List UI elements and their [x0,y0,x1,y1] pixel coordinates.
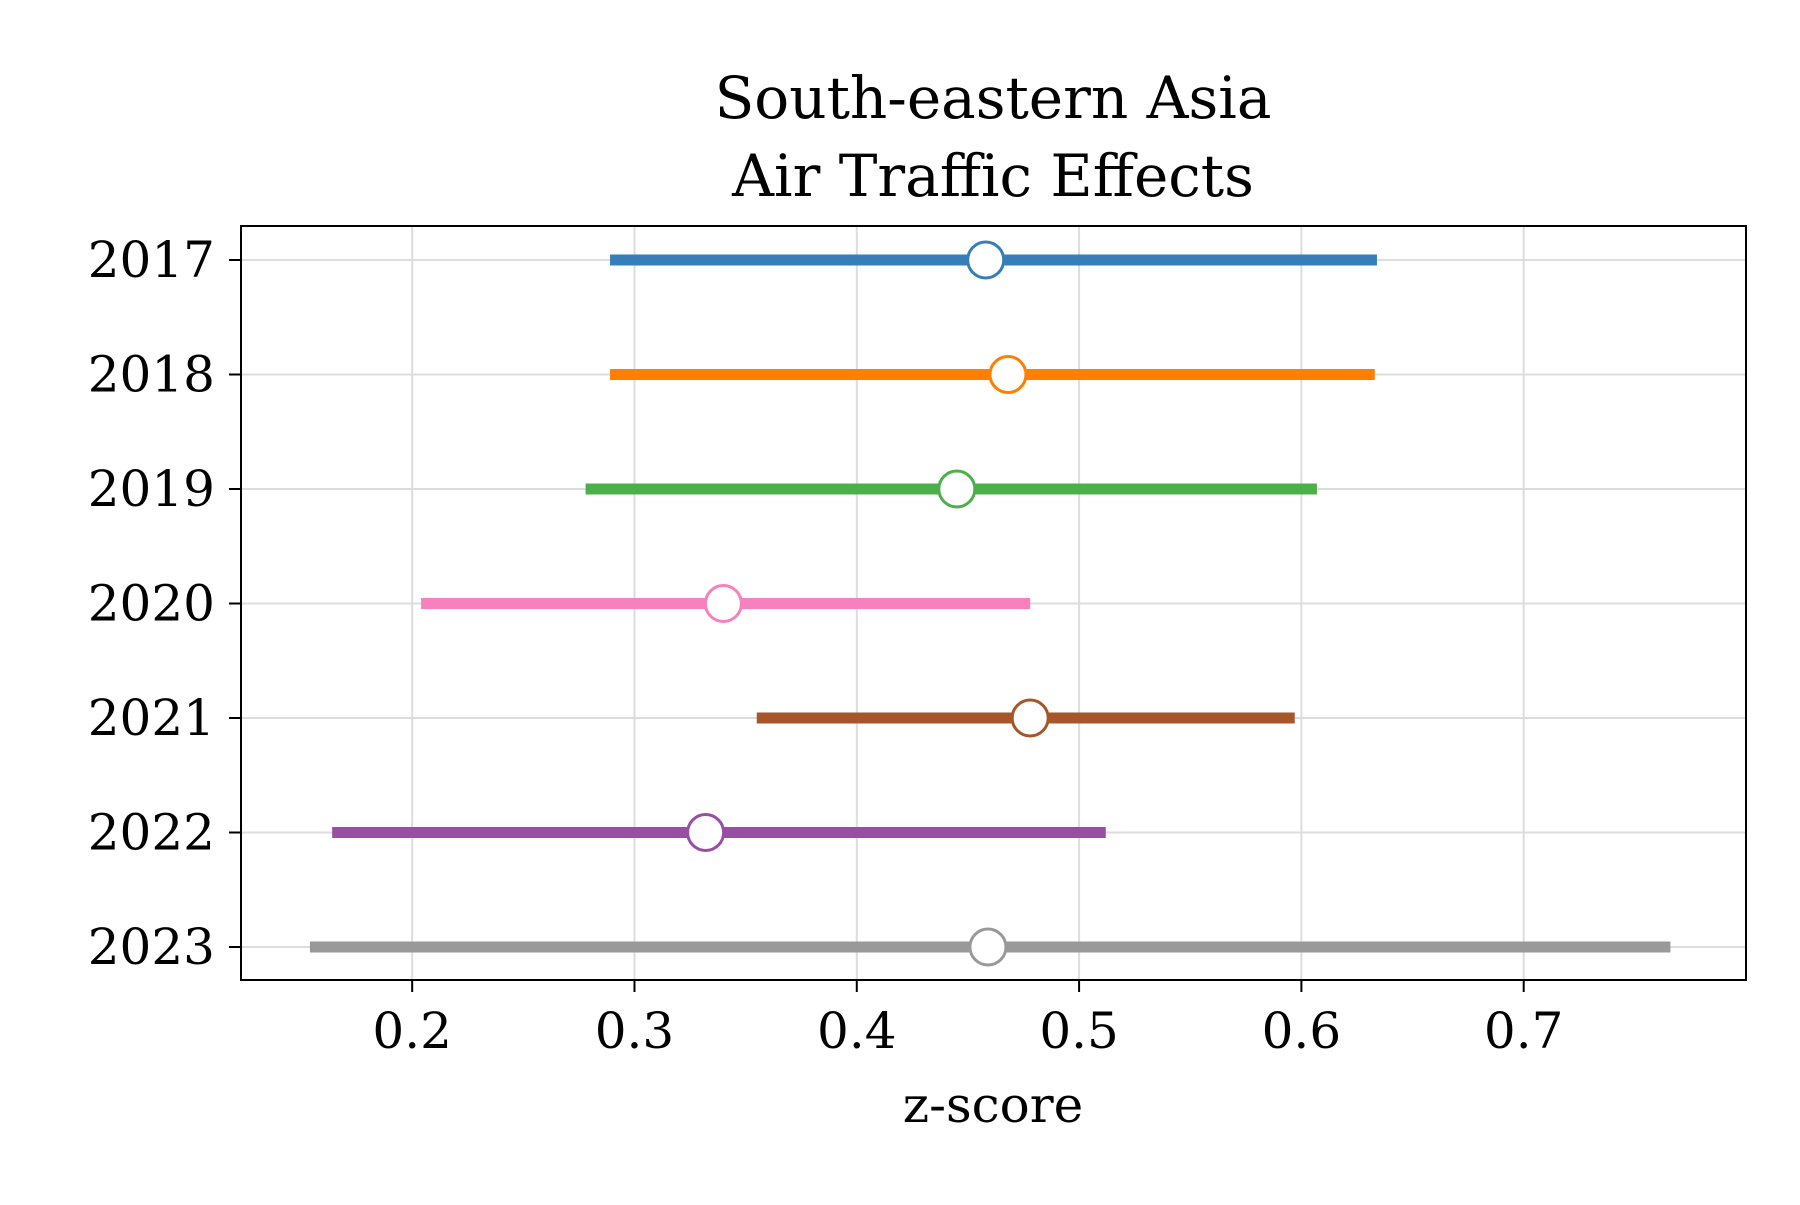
x-tick-label-0: 0.2 [372,1002,452,1060]
estimate-marker-2017 [966,240,1006,280]
x-tick-label-2: 0.4 [817,1002,897,1060]
y-tick-label-2017: 2017 [88,231,215,289]
y-tick-label-2019: 2019 [88,460,215,518]
chart-title-line-2: Air Traffic Effects [731,142,1254,210]
estimate-marker-2022 [686,813,726,852]
y-tick-label-2021: 2021 [88,689,215,747]
x-tick-label-5: 0.7 [1484,1002,1564,1060]
estimate-marker-2018 [988,355,1028,394]
chart-title-line-1: South-eastern Asia [715,64,1272,132]
estimate-marker-2019 [937,469,977,509]
estimate-marker-2023 [968,927,1008,967]
x-tick-label-3: 0.5 [1039,1002,1119,1060]
axis-layer: 0.2 0.3 0.4 0.5 0.6 0.7 2017 2018 2019 2020 2021 20… [88,231,1564,1060]
x-tick-label-4: 0.6 [1262,1002,1342,1060]
x-axis-label: z-score [903,1076,1084,1134]
y-tick-label-2023: 2023 [88,918,215,976]
marks-layer [309,240,1671,967]
estimate-marker-2020 [703,584,743,623]
y-tick-label-2022: 2022 [88,804,215,862]
estimate-marker-2021 [1010,698,1050,738]
x-tick-label-1: 0.3 [595,1002,675,1060]
y-tick-label-2020: 2020 [88,575,215,633]
y-tick-label-2018: 2018 [88,346,215,404]
